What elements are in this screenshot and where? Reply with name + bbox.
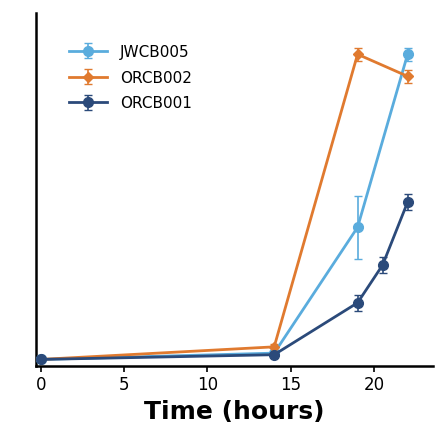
Legend: JWCB005, ORCB002, ORCB001: JWCB005, ORCB002, ORCB001 — [63, 39, 198, 117]
X-axis label: Time (hours): Time (hours) — [144, 400, 324, 424]
